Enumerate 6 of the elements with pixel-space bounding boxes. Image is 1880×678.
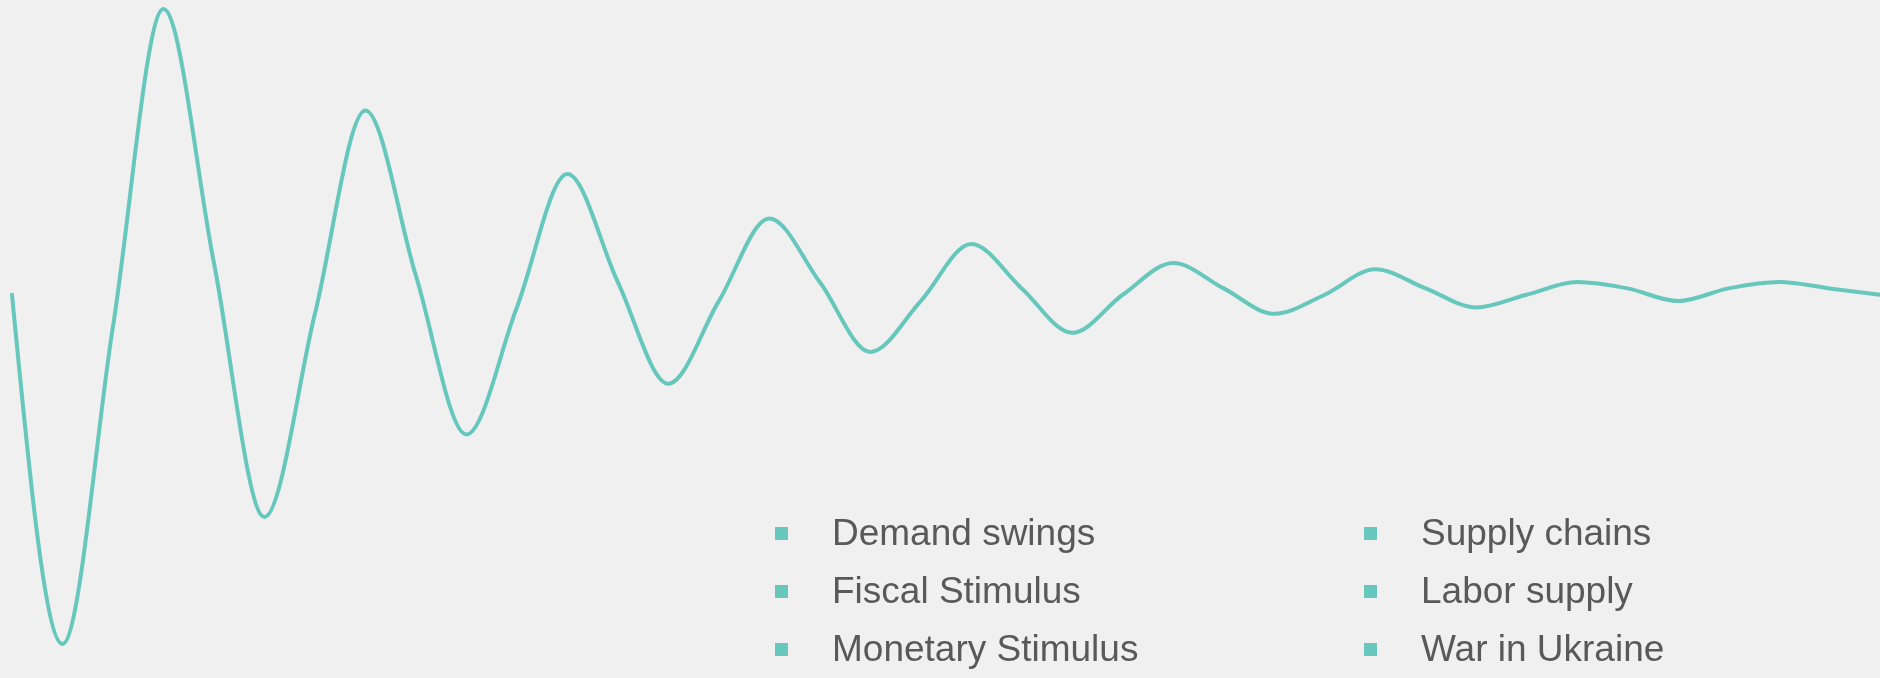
annotation: Fiscal Stimulus [832, 569, 1081, 611]
annotation: Monetary Stimulus [832, 627, 1139, 669]
annotation: Demand swings [832, 511, 1096, 553]
annotation: Labor supply [1421, 569, 1634, 611]
annotation: War in Ukraine [1421, 627, 1665, 669]
annotation: Supply chains [1421, 511, 1652, 553]
